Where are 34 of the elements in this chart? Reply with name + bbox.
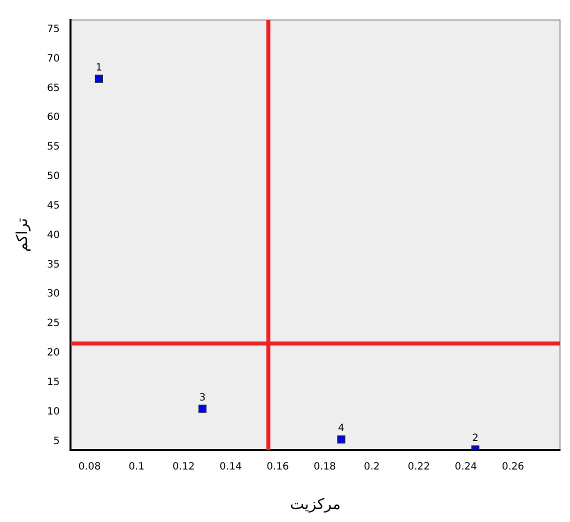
y-tick-label: 45 [46,200,60,212]
y-tick-label: 35 [46,259,60,270]
x-tick-label: 0.08 [78,462,101,473]
x-tick-label: 0.24 [454,462,478,473]
y-tick-label: 25 [46,318,60,330]
x-tick-label: 0.2 [364,462,380,473]
x-tick-label: 0.1 [128,462,145,473]
y-tick-label: 5 [53,436,60,447]
annotation: 4 [338,423,344,434]
x-tick-label: 0.12 [172,462,195,473]
point [94,74,103,83]
point [198,404,206,413]
x-tick-label: 0.16 [266,462,289,473]
y-tick-label: 40 [46,230,60,241]
y-tick-label: 15 [46,376,60,388]
annotation: 2 [472,433,479,444]
y-axis-title: تراکم [12,218,31,252]
y-tick-label: 60 [46,112,60,124]
y-tick-label: 65 [46,82,60,94]
y-tick-label: 30 [46,288,60,300]
x-axis-title: مرکزیت [290,494,341,513]
point [337,435,346,444]
x-tick-label: 0.26 [502,462,524,473]
y-tick-label: 20 [46,348,60,359]
y-tick-label: 55 [46,142,60,153]
annotation: 3 [199,392,206,404]
y-tick-label: 50 [46,171,60,182]
annotation: 1 [96,62,102,74]
x-tick-label: 0.22 [408,462,430,473]
y-tick-label: 75 [46,24,60,36]
y-tick-label: 70 [46,53,60,64]
x-tick-label: 0.14 [220,462,242,473]
y-tick-label: 10 [46,406,60,418]
x-tick-label: 0.18 [314,462,336,473]
